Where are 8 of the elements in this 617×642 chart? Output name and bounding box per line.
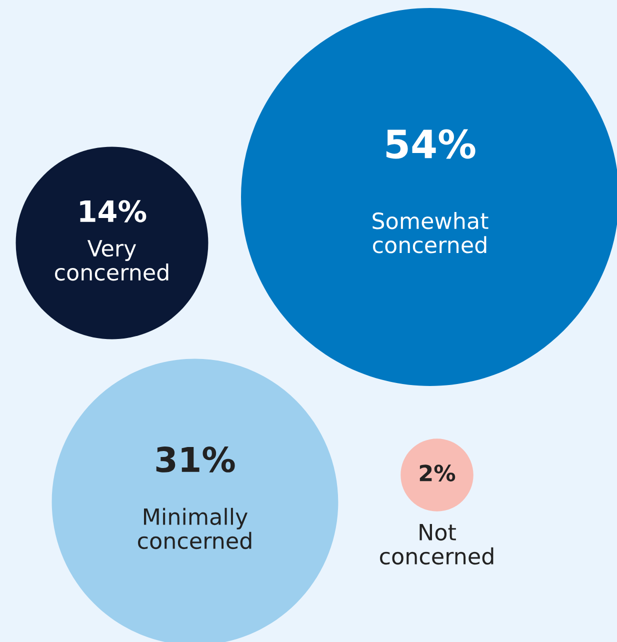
category-label: Somewhat concerned [372,212,488,254]
data-label: 54% [386,129,476,159]
category-label: Not concerned [380,524,494,565]
data-label: 14% [80,200,146,222]
category-label: Very concerned [55,240,168,281]
category-label: Minimally concerned [138,508,252,550]
data-label: 31% [156,446,235,472]
data-label: 2% [420,464,456,482]
